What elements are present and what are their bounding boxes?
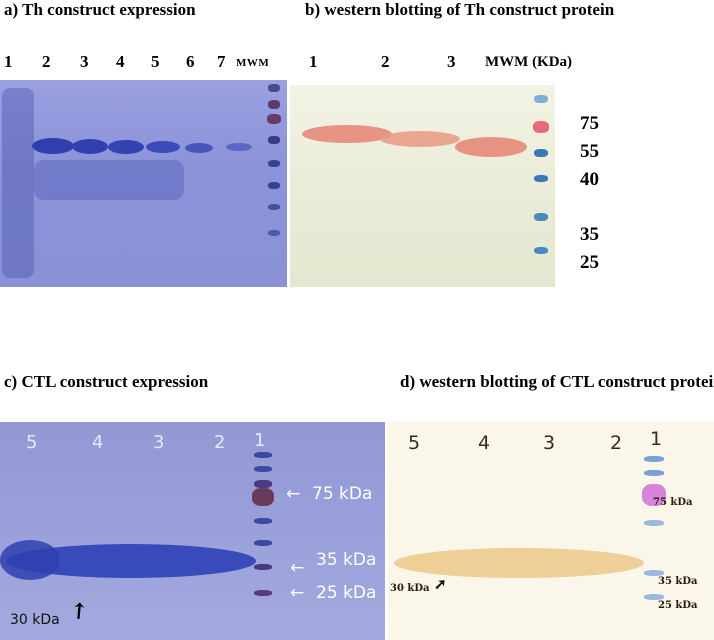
panel-d-title: d) western blotting of CTL construct pro… bbox=[400, 372, 714, 391]
panel-d-ladder-band bbox=[644, 470, 664, 476]
panel-c-ladder-band bbox=[254, 518, 272, 524]
panel-a-ladder-band bbox=[268, 160, 280, 167]
panel-d-ladder-band bbox=[642, 484, 666, 506]
panel-b-ladder-band bbox=[534, 247, 548, 254]
panel-a-band bbox=[226, 143, 252, 151]
panel-a-lane-2: 2 bbox=[42, 52, 51, 71]
panel-b-ladder-band bbox=[534, 213, 548, 221]
panel-c-ladder-band bbox=[252, 488, 274, 506]
panel-c-arrow-icon: ← bbox=[290, 558, 305, 578]
panel-d-band-label: 30 kDa bbox=[390, 583, 430, 594]
panel-d-lane-3: 3 bbox=[543, 432, 556, 454]
panel-b-ladder-band bbox=[533, 121, 549, 133]
panel-a-ladder-band bbox=[267, 114, 281, 124]
panel-d-lane-1: 1 bbox=[650, 428, 663, 450]
panel-c-ladder-band bbox=[254, 466, 272, 472]
panel-c-ladder-band bbox=[254, 540, 272, 546]
panel-a-lane-3: 3 bbox=[80, 52, 89, 71]
panel-b-marker-25: 25 bbox=[580, 252, 599, 273]
panel-c-marker-35: 35 kDa bbox=[316, 550, 377, 570]
panel-c-ladder-band bbox=[254, 480, 272, 488]
panel-d-ladder-band bbox=[644, 520, 664, 526]
panel-a-mwm-label: MWM bbox=[236, 57, 270, 69]
panel-a-ladder-band bbox=[268, 182, 280, 189]
panel-a-ladder-band bbox=[268, 136, 280, 144]
panel-c-ladder-band bbox=[254, 564, 272, 570]
panel-c-lane-3: 3 bbox=[153, 432, 165, 453]
panel-c-ladder-band bbox=[254, 452, 272, 458]
panel-b-blot-image bbox=[290, 85, 555, 287]
panel-c-ladder-band bbox=[254, 590, 272, 596]
panel-a-band bbox=[146, 141, 180, 153]
panel-c-lane-4: 4 bbox=[92, 432, 104, 453]
panel-c-arrow-icon: ← bbox=[286, 484, 301, 504]
panel-a-lane-4: 4 bbox=[116, 52, 125, 71]
panel-d-band bbox=[394, 548, 644, 578]
panel-b-ladder-band bbox=[534, 95, 548, 103]
panel-b-ladder-band bbox=[534, 175, 548, 182]
panel-d-lane-4: 4 bbox=[478, 432, 491, 454]
panel-c-band bbox=[0, 540, 60, 580]
panel-c-arrow-icon: ← bbox=[290, 583, 305, 603]
panel-c-title: c) CTL construct expression bbox=[4, 372, 209, 391]
panel-d-blot-image: 5 4 3 2 1 75 kDa 35 kDa 25 kDa 30 kDa ➚ bbox=[388, 422, 714, 640]
panel-a-band bbox=[185, 143, 213, 153]
panel-a-ladder-band bbox=[268, 84, 280, 92]
panel-a-lane-5: 5 bbox=[151, 52, 160, 71]
panel-b-marker-35: 35 bbox=[580, 224, 599, 245]
panel-b-lane-2: 2 bbox=[381, 52, 390, 71]
panel-b-band bbox=[380, 131, 460, 147]
panel-c-lane-2: 2 bbox=[214, 432, 226, 453]
panel-c-lane-1: 1 bbox=[254, 430, 266, 451]
panel-b-band bbox=[302, 125, 392, 143]
panel-d-lane-2: 2 bbox=[610, 432, 623, 454]
panel-c-marker-25: 25 kDa bbox=[316, 583, 377, 603]
panel-a-gel-image bbox=[0, 80, 287, 287]
panel-a-ladder-band bbox=[268, 100, 280, 109]
panel-b-mwm-label: MWM (KDa) bbox=[485, 54, 573, 70]
panel-a-smear bbox=[34, 160, 184, 200]
panel-b-title: b) western blotting of Th construct prot… bbox=[305, 0, 615, 19]
panel-b-marker-40: 40 bbox=[580, 169, 599, 190]
panel-a-lane1-smear bbox=[2, 88, 34, 278]
panel-b-lane-3: 3 bbox=[447, 52, 456, 71]
panel-a-band bbox=[108, 140, 144, 154]
panel-c-lane-5: 5 bbox=[26, 432, 38, 453]
panel-b-marker-55: 55 bbox=[580, 141, 599, 162]
panel-c-callout-arrow-icon: ↗ bbox=[63, 595, 94, 627]
panel-d-marker-35: 35 kDa bbox=[658, 576, 698, 587]
panel-a-band bbox=[72, 139, 108, 154]
panel-d-ladder-band bbox=[644, 456, 664, 462]
panel-d-marker-25: 25 kDa bbox=[658, 600, 698, 611]
panel-d-callout-arrow-icon: ➚ bbox=[434, 577, 447, 593]
panel-a-ladder-band bbox=[268, 204, 280, 210]
panel-b-ladder-band bbox=[534, 149, 548, 157]
panel-d-ladder-band bbox=[644, 570, 664, 576]
panel-d-lane-5: 5 bbox=[408, 432, 421, 454]
panel-a-band bbox=[32, 138, 74, 154]
panel-a-lane-7: 7 bbox=[217, 52, 226, 71]
panel-a-lane-1: 1 bbox=[4, 52, 13, 71]
panel-a-title: a) Th construct expression bbox=[4, 0, 196, 19]
panel-b-band bbox=[455, 137, 527, 157]
panel-c-marker-75: 75 kDa bbox=[312, 484, 373, 504]
panel-c-band-label: 30 kDa bbox=[10, 612, 60, 628]
panel-d-ladder-band bbox=[644, 594, 664, 600]
panel-c-gel-image: 5 4 3 2 1 ← 75 kDa ← 35 kDa ← 25 kDa ↗ 3… bbox=[0, 422, 385, 640]
panel-a-ladder-band bbox=[268, 230, 280, 236]
panel-a-lane-6: 6 bbox=[186, 52, 195, 71]
panel-b-lane-1: 1 bbox=[309, 52, 318, 71]
panel-b-marker-75: 75 bbox=[580, 113, 599, 134]
panel-d-marker-75: 75 kDa bbox=[653, 497, 693, 508]
